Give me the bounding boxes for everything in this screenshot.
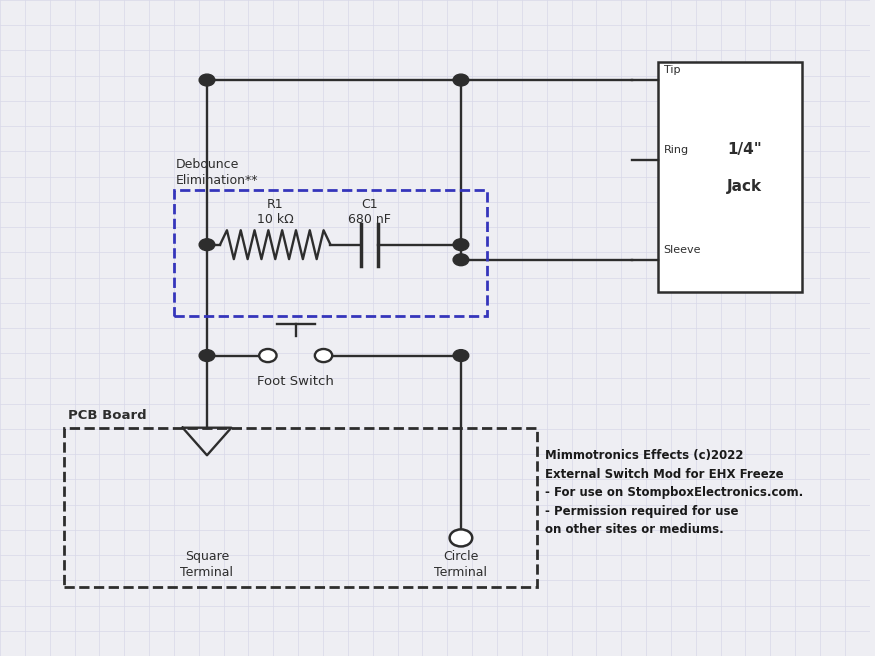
Circle shape (453, 239, 469, 251)
Text: Foot Switch: Foot Switch (257, 375, 334, 388)
Bar (658, 62, 802, 292)
Text: Debounce
Elimination**: Debounce Elimination** (176, 158, 258, 187)
Text: 680 nF: 680 nF (348, 213, 391, 226)
Text: Tip: Tip (663, 66, 680, 75)
Circle shape (200, 74, 215, 86)
Text: PCB Board: PCB Board (68, 409, 146, 422)
Circle shape (200, 239, 215, 251)
Circle shape (315, 349, 332, 362)
Text: 1/4": 1/4" (727, 142, 762, 157)
Text: Mimmotronics Effects (c)2022
External Switch Mod for EHX Freeze
- For use on Sto: Mimmotronics Effects (c)2022 External Sw… (545, 449, 803, 537)
Circle shape (200, 350, 215, 361)
Circle shape (259, 349, 276, 362)
Circle shape (453, 254, 469, 266)
Text: C1: C1 (361, 197, 378, 211)
Text: R1: R1 (267, 197, 284, 211)
Text: Square
Terminal: Square Terminal (180, 550, 234, 579)
Text: Sleeve: Sleeve (663, 245, 701, 255)
Circle shape (453, 74, 469, 86)
Text: Circle
Terminal: Circle Terminal (434, 550, 487, 579)
Text: Ring: Ring (663, 146, 689, 155)
Circle shape (450, 529, 472, 546)
Text: Jack: Jack (727, 179, 762, 194)
Circle shape (453, 350, 469, 361)
Text: 10 kΩ: 10 kΩ (257, 213, 294, 226)
